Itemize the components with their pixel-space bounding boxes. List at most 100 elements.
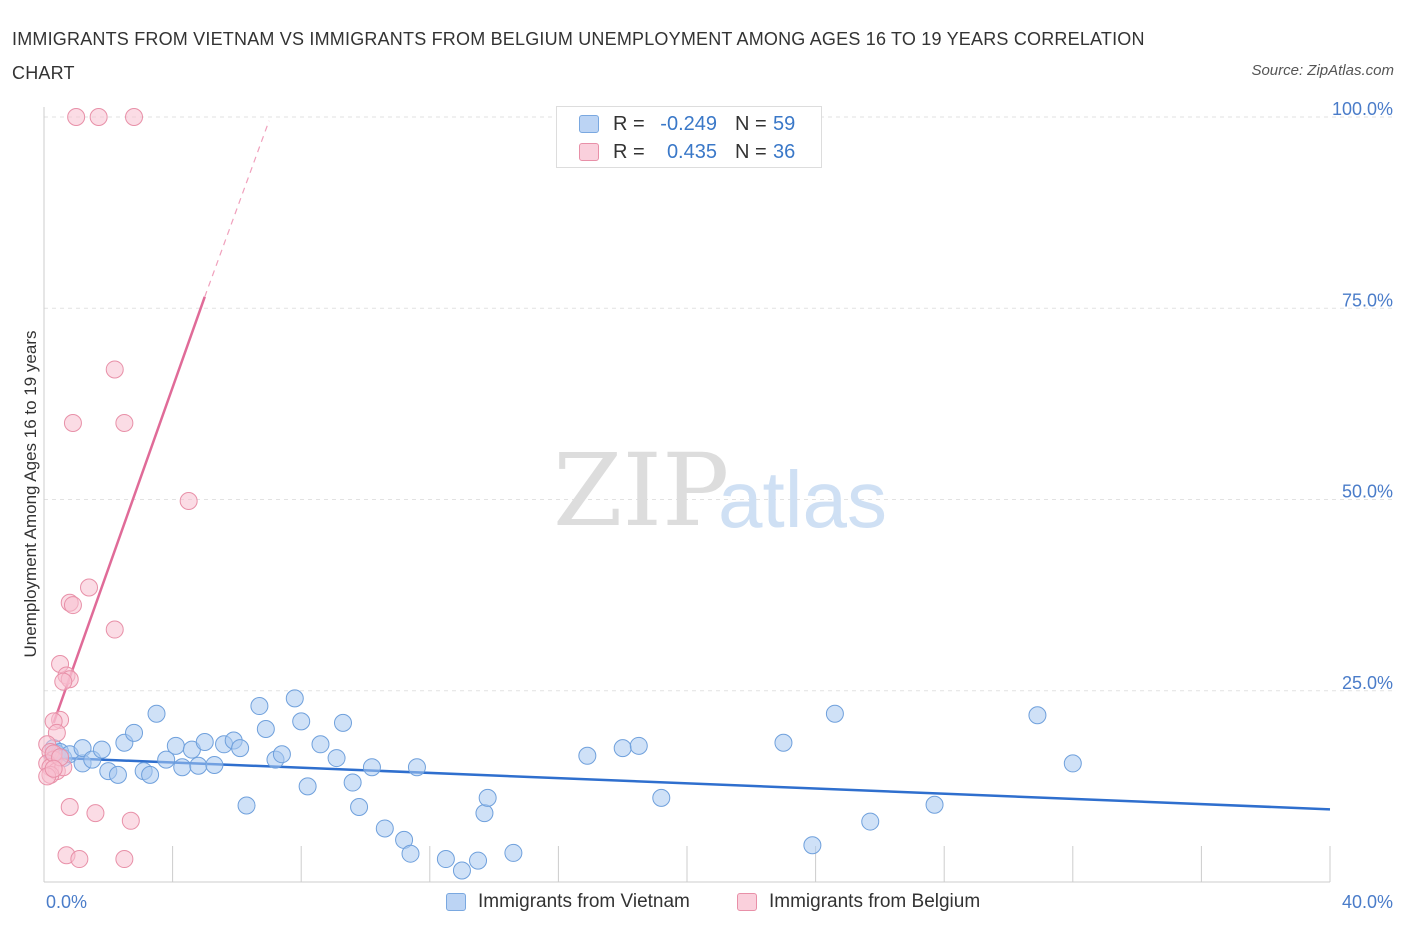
- data-point-vietnam: [629, 736, 648, 755]
- data-point-belgium: [60, 798, 79, 817]
- data-point-vietnam: [298, 777, 317, 796]
- n-label: N =: [735, 112, 767, 135]
- data-point-belgium: [63, 414, 82, 432]
- data-point-belgium: [179, 492, 198, 511]
- data-point-belgium: [67, 108, 86, 126]
- data-point-vietnam: [452, 861, 471, 880]
- r-value: 0.435: [666, 140, 717, 163]
- data-point-vietnam: [1063, 754, 1082, 773]
- legend-label-vietnam: Immigrants from Vietnam: [478, 891, 690, 912]
- data-point-vietnam: [285, 689, 304, 708]
- r-label: R =: [613, 140, 645, 163]
- data-point-vietnam: [256, 720, 275, 738]
- data-point-vietnam: [157, 750, 176, 769]
- data-point-vietnam: [652, 788, 671, 807]
- data-point-vietnam: [504, 843, 523, 862]
- data-point-vietnam: [189, 756, 208, 775]
- data-point-belgium: [105, 620, 124, 639]
- data-point-vietnam: [327, 749, 346, 768]
- data-point-vietnam: [436, 850, 455, 869]
- data-point-vietnam: [343, 773, 362, 792]
- r-value: -0.249: [660, 112, 717, 135]
- legend-swatch-belgium: [737, 893, 757, 911]
- data-point-belgium: [80, 578, 99, 597]
- data-point-vietnam: [292, 712, 311, 731]
- watermark-zip: ZIP: [553, 432, 729, 549]
- r-label: R =: [613, 112, 645, 135]
- source-label: Source: ZipAtlas.com: [1251, 62, 1394, 79]
- legend-label-belgium: Immigrants from Belgium: [769, 891, 981, 912]
- data-point-belgium: [115, 414, 134, 432]
- x-tick-label-min: 0.0%: [46, 892, 87, 912]
- data-point-vietnam: [401, 844, 420, 863]
- data-point-vietnam: [311, 735, 330, 754]
- legend-row-belgium: R = 0.435 N = 36: [579, 138, 795, 166]
- n-label: N =: [735, 140, 767, 163]
- data-point-vietnam: [125, 723, 144, 742]
- data-point-belgium: [54, 672, 73, 691]
- y-tick-label: 75.0%: [1342, 290, 1393, 310]
- data-point-vietnam: [407, 758, 426, 777]
- data-point-vietnam: [108, 765, 127, 784]
- data-point-vietnam: [925, 795, 944, 814]
- n-value: 36: [773, 140, 796, 163]
- data-point-vietnam: [205, 755, 224, 774]
- data-point-belgium: [47, 723, 66, 742]
- data-point-vietnam: [173, 758, 192, 777]
- data-point-vietnam: [375, 819, 394, 838]
- legend-swatch-belgium: [579, 143, 599, 161]
- data-point-vietnam: [73, 739, 92, 758]
- data-point-vietnam: [147, 704, 166, 723]
- watermark-atlas: atlas: [718, 455, 887, 544]
- data-point-vietnam: [333, 713, 352, 732]
- correlation-legend: R = -0.249 N = 59 R = 0.435 N = 36: [556, 106, 822, 168]
- data-point-vietnam: [231, 739, 250, 758]
- series-legend: Immigrants from Vietnam Immigrants from …: [0, 888, 1406, 918]
- data-point-vietnam: [475, 804, 494, 823]
- data-point-vietnam: [92, 740, 111, 759]
- data-point-vietnam: [195, 733, 214, 752]
- data-point-belgium: [121, 811, 140, 830]
- data-point-vietnam: [825, 704, 844, 723]
- data-point-vietnam: [861, 812, 880, 831]
- trend-line-vietnam: [43, 756, 1331, 811]
- n-value: 59: [773, 112, 796, 135]
- data-point-vietnam: [237, 796, 256, 815]
- data-point-vietnam: [272, 745, 291, 764]
- y-tick-label: 100.0%: [1332, 99, 1393, 119]
- trend-line-extension: [204, 120, 270, 297]
- data-point-vietnam: [774, 733, 793, 752]
- data-point-belgium: [70, 850, 89, 869]
- gridlines: [44, 116, 1392, 692]
- data-point-vietnam: [469, 851, 488, 870]
- legend-item-belgium[interactable]: Immigrants from Belgium: [737, 888, 980, 916]
- data-point-vietnam: [350, 798, 369, 817]
- y-tick-label: 25.0%: [1342, 673, 1393, 693]
- tick-labels: 25.0% 50.0% 75.0% 100.0% 0.0% 40.0%: [46, 99, 1393, 912]
- trend-lines: [43, 120, 1331, 811]
- chart-title: IMMIGRANTS FROM VIETNAM VS IMMIGRANTS FR…: [12, 29, 1145, 83]
- data-point-belgium: [89, 108, 108, 126]
- trend-line-belgium: [52, 296, 206, 724]
- legend-swatch-vietnam: [579, 115, 599, 133]
- data-point-vietnam: [1028, 706, 1047, 725]
- data-point-belgium: [115, 850, 134, 869]
- data-point-vietnam: [250, 697, 269, 716]
- data-point-vietnam: [613, 739, 632, 758]
- x-tick-label-max: 40.0%: [1342, 892, 1393, 912]
- data-point-belgium: [86, 804, 105, 823]
- data-point-vietnam: [578, 746, 597, 765]
- data-points: [38, 108, 1082, 880]
- legend-row-vietnam: R = -0.249 N = 59: [579, 110, 795, 138]
- data-point-belgium: [125, 108, 144, 126]
- data-point-vietnam: [478, 788, 497, 807]
- data-point-vietnam: [166, 736, 185, 755]
- legend-swatch-vietnam: [446, 893, 466, 911]
- data-point-vietnam: [141, 765, 160, 784]
- data-point-belgium: [63, 596, 82, 615]
- data-point-vietnam: [362, 758, 381, 777]
- data-point-vietnam: [803, 836, 822, 855]
- legend-item-vietnam[interactable]: Immigrants from Vietnam: [446, 888, 690, 916]
- y-tick-label: 50.0%: [1342, 482, 1393, 502]
